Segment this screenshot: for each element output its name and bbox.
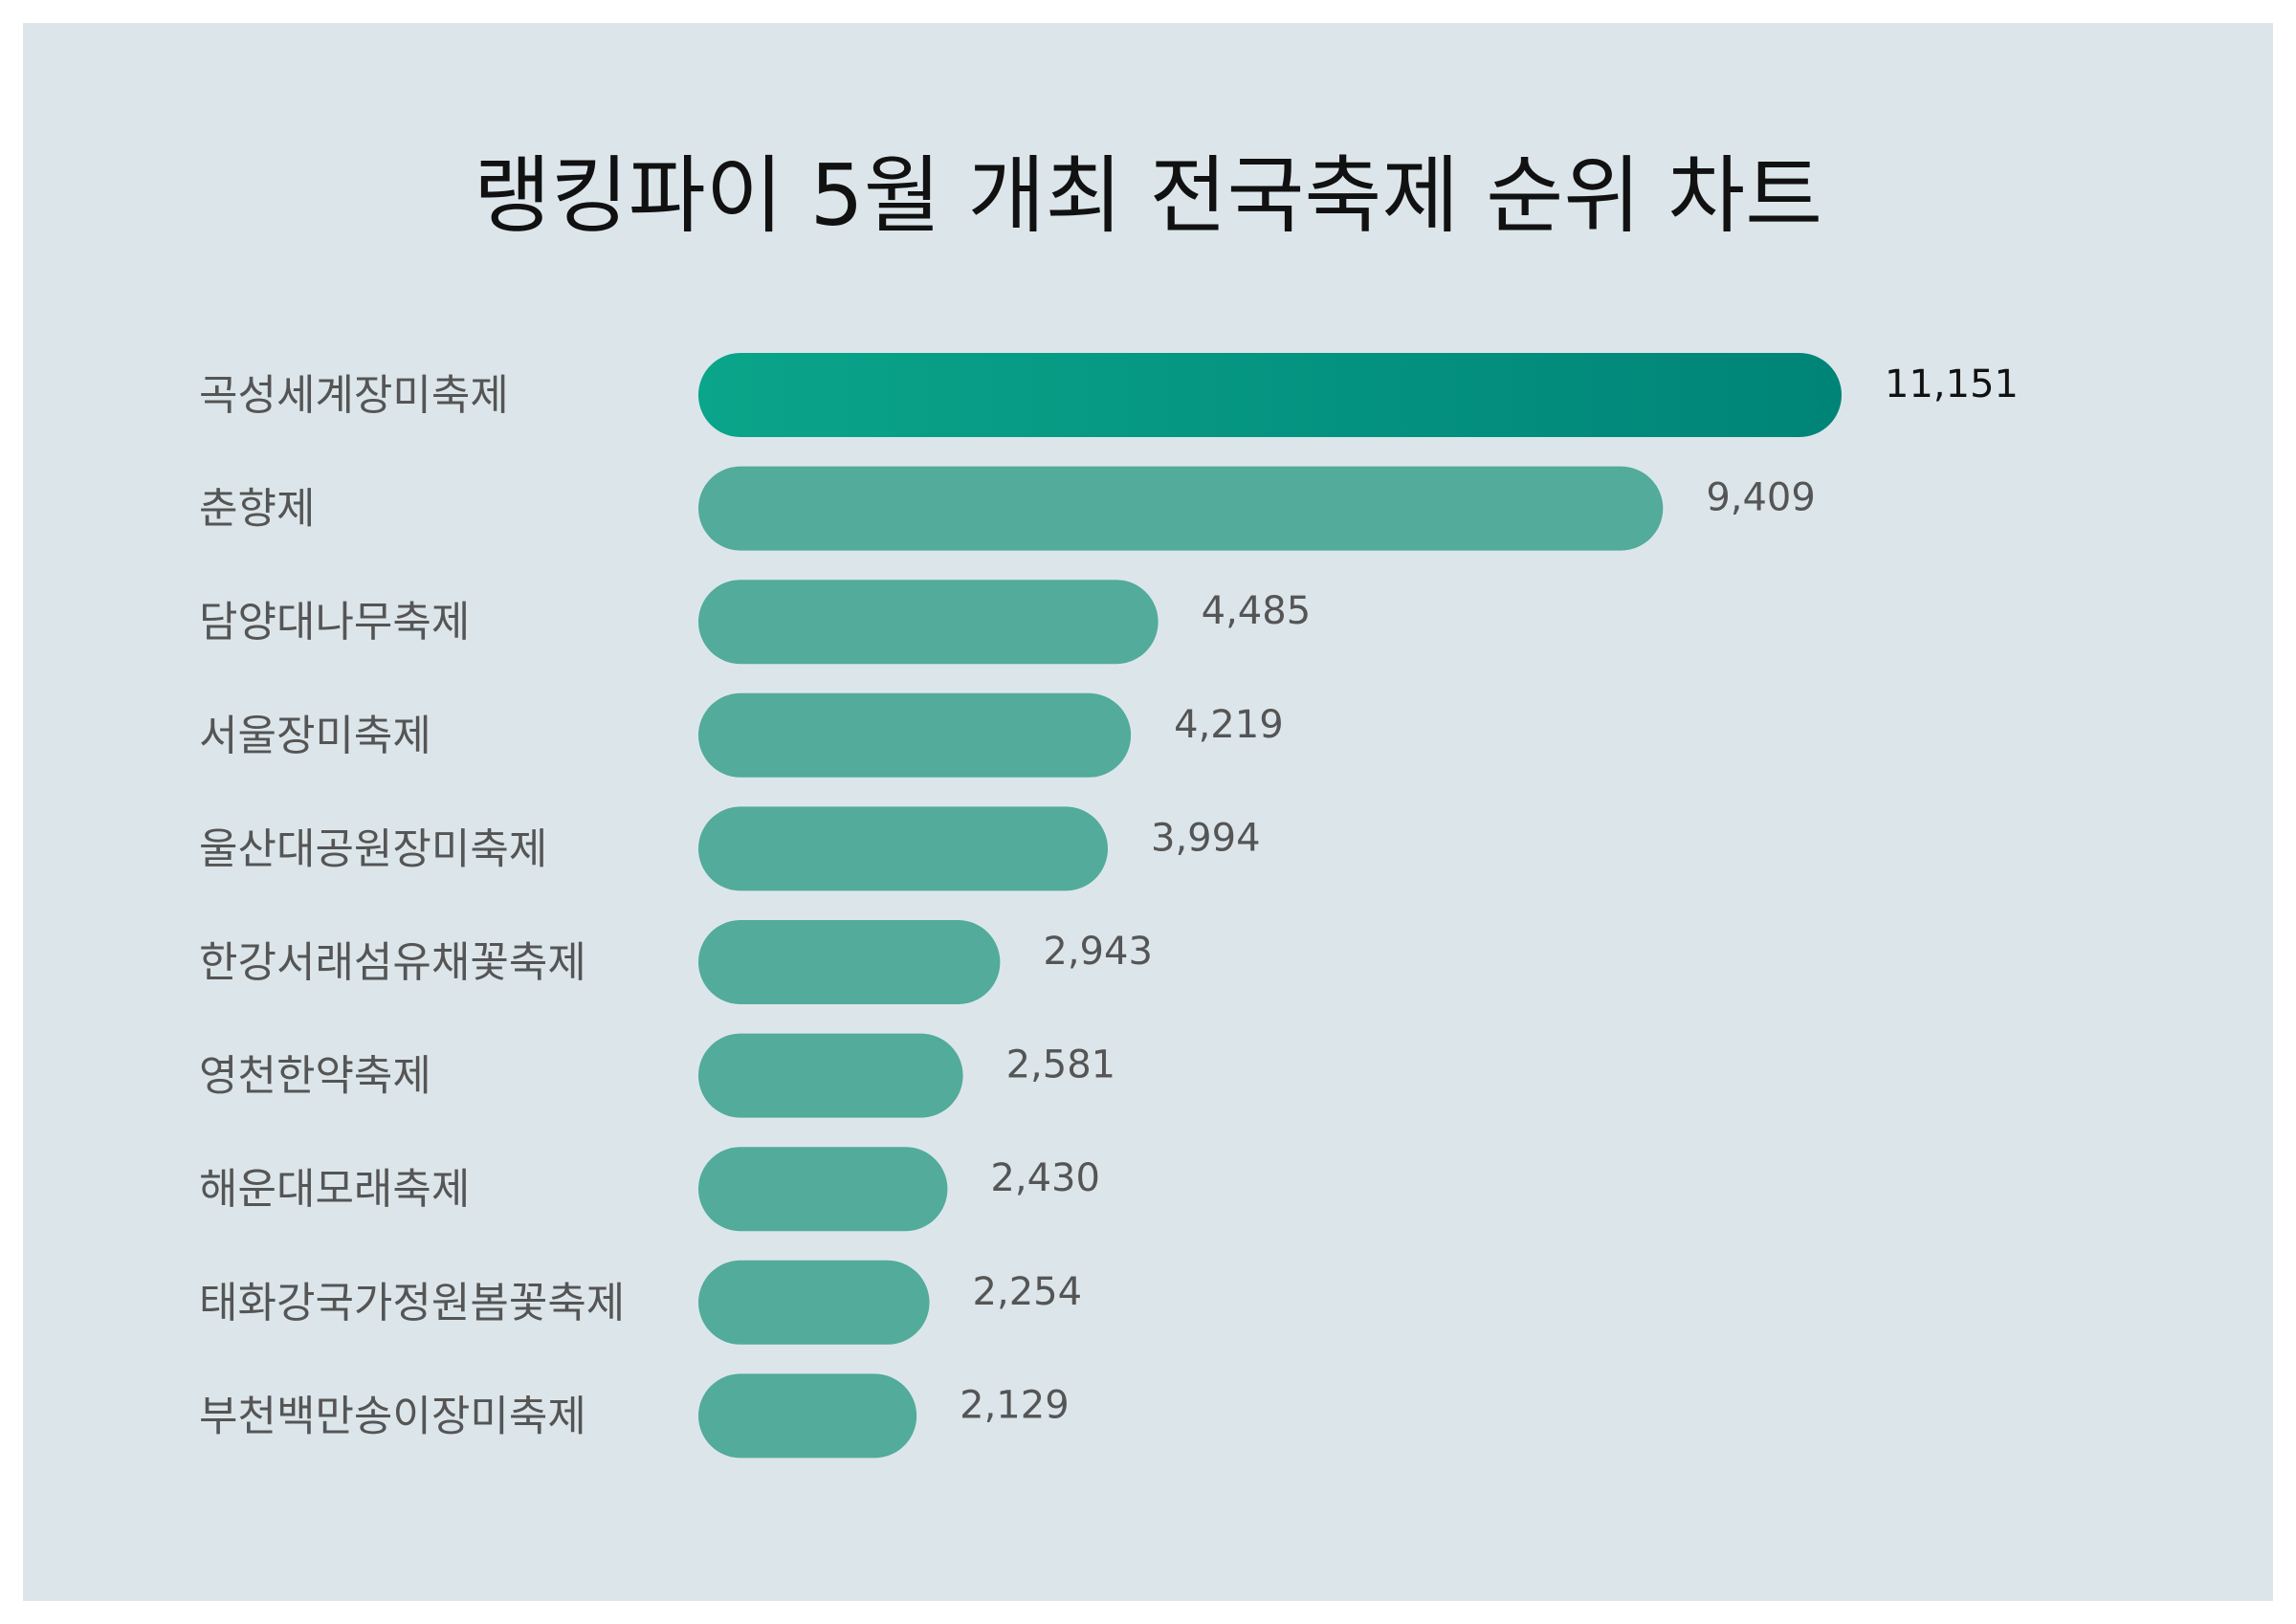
value-label-3: 4,485 bbox=[1202, 589, 1312, 633]
bar-7 bbox=[698, 1033, 963, 1118]
category-label-5: 울산대공원장미축제 bbox=[199, 824, 547, 873]
value-label-5: 3,994 bbox=[1151, 816, 1261, 860]
category-label-7: 영천한약축제 bbox=[199, 1052, 431, 1101]
category-label-8: 해운대모래축제 bbox=[199, 1165, 470, 1214]
bar-8 bbox=[698, 1147, 948, 1232]
value-label-10: 2,129 bbox=[960, 1383, 1070, 1427]
category-label-4: 서울장미축제 bbox=[199, 712, 431, 760]
value-label-2: 9,409 bbox=[1706, 476, 1816, 520]
bar-2 bbox=[698, 466, 1664, 551]
value-label-8: 2,430 bbox=[990, 1156, 1100, 1200]
category-label-3: 담양대나무축제 bbox=[199, 598, 470, 647]
bar-6 bbox=[698, 920, 1001, 1004]
value-label-6: 2,943 bbox=[1043, 930, 1153, 974]
value-label-7: 2,581 bbox=[1006, 1043, 1116, 1087]
bar-10 bbox=[698, 1373, 917, 1459]
bar-5 bbox=[698, 806, 1109, 891]
chart-title: 랭킹파이 5월 개최 전국축제 순위 차트 bbox=[473, 146, 1823, 245]
bar-4 bbox=[698, 692, 1132, 778]
bars: 곡성세계장미축제 11,151 춘향제 9,409 담양대나무축제 4,485 서울장미축제… bbox=[199, 353, 2019, 1459]
value-label-9: 2,254 bbox=[973, 1270, 1083, 1314]
value-label-1: 11,151 bbox=[1885, 362, 2019, 406]
value-label-4: 4,219 bbox=[1174, 703, 1284, 747]
category-label-10: 부천백만송이장미축제 bbox=[199, 1392, 586, 1440]
bar-1 bbox=[698, 353, 1842, 437]
bar-9 bbox=[698, 1260, 930, 1345]
bar-3 bbox=[698, 580, 1159, 665]
category-label-2: 춘향제 bbox=[199, 485, 315, 534]
category-label-1: 곡성세계장미축제 bbox=[199, 371, 509, 420]
chart-background bbox=[23, 23, 2273, 1601]
category-label-9: 태화강국가정원봄꽃축제 bbox=[199, 1279, 625, 1328]
category-label-6: 한강서래섬유채꽃축제 bbox=[199, 938, 586, 987]
